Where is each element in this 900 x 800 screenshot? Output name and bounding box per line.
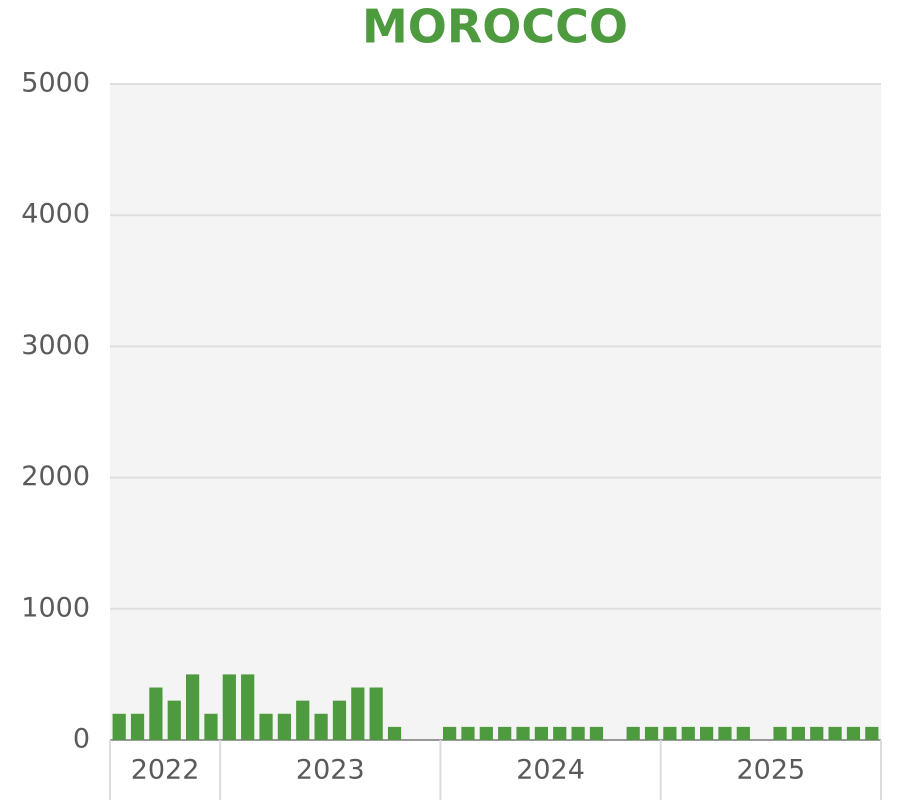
x-group-label: 2025 bbox=[736, 755, 805, 786]
y-tick-label: 3000 bbox=[21, 330, 90, 361]
bar bbox=[442, 726, 457, 740]
bar bbox=[644, 726, 659, 740]
bar bbox=[681, 726, 695, 740]
bar bbox=[791, 726, 806, 740]
bar bbox=[387, 726, 402, 740]
bar bbox=[553, 726, 567, 740]
bar bbox=[865, 726, 879, 740]
plot-area bbox=[110, 84, 881, 740]
bar bbox=[828, 726, 842, 740]
bar bbox=[498, 726, 512, 740]
bar bbox=[167, 700, 181, 740]
y-tick-label: 4000 bbox=[21, 199, 90, 230]
bar bbox=[461, 726, 475, 740]
bar bbox=[736, 726, 750, 740]
x-group-label: 2023 bbox=[296, 755, 365, 786]
bar bbox=[718, 726, 732, 740]
bar bbox=[589, 726, 604, 740]
bar bbox=[241, 674, 255, 740]
bar bbox=[185, 674, 200, 740]
bar bbox=[773, 726, 787, 740]
bar bbox=[351, 687, 365, 740]
bar bbox=[296, 700, 310, 740]
bar bbox=[222, 674, 236, 740]
y-tick-label: 2000 bbox=[21, 461, 90, 492]
y-tick-label: 1000 bbox=[21, 592, 90, 623]
bar bbox=[259, 713, 273, 740]
bar bbox=[846, 726, 861, 740]
bar bbox=[516, 726, 530, 740]
bar bbox=[112, 713, 126, 740]
x-group-label: 2024 bbox=[516, 755, 585, 786]
bar bbox=[130, 713, 145, 740]
bar bbox=[204, 713, 218, 740]
bar bbox=[479, 726, 493, 740]
bar bbox=[699, 726, 714, 740]
bar bbox=[277, 713, 292, 740]
y-tick-label: 5000 bbox=[21, 68, 90, 99]
bar bbox=[149, 687, 163, 740]
bar bbox=[534, 726, 549, 740]
bar bbox=[369, 687, 383, 740]
bar bbox=[663, 726, 677, 740]
chart-title: MOROCCO bbox=[362, 0, 628, 54]
bar bbox=[314, 713, 328, 740]
bar bbox=[571, 726, 585, 740]
x-group-label: 2022 bbox=[131, 755, 200, 786]
y-tick-label: 0 bbox=[73, 724, 90, 755]
bar bbox=[332, 700, 347, 740]
bar bbox=[626, 726, 640, 740]
bar bbox=[810, 726, 824, 740]
